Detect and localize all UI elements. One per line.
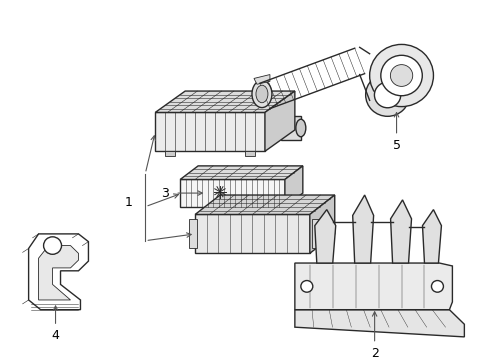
Polygon shape: [195, 195, 334, 215]
Circle shape: [374, 82, 400, 108]
Circle shape: [43, 237, 61, 254]
Text: 5: 5: [392, 139, 400, 152]
Polygon shape: [311, 219, 319, 248]
Circle shape: [430, 280, 443, 292]
Polygon shape: [155, 112, 264, 151]
Polygon shape: [422, 210, 441, 263]
Circle shape: [365, 73, 408, 116]
Text: 3: 3: [161, 186, 169, 199]
Polygon shape: [195, 215, 309, 253]
Polygon shape: [314, 210, 335, 263]
Circle shape: [369, 44, 432, 107]
Polygon shape: [253, 75, 269, 84]
Polygon shape: [180, 166, 302, 180]
Polygon shape: [309, 195, 334, 253]
Ellipse shape: [255, 85, 267, 103]
Polygon shape: [180, 180, 285, 207]
Polygon shape: [294, 310, 464, 337]
Polygon shape: [189, 219, 197, 248]
Circle shape: [300, 280, 312, 292]
Polygon shape: [39, 246, 78, 300]
Polygon shape: [29, 234, 88, 310]
Text: 4: 4: [52, 329, 60, 342]
Polygon shape: [165, 151, 175, 156]
Polygon shape: [352, 195, 373, 263]
Circle shape: [389, 65, 412, 86]
Polygon shape: [285, 166, 302, 207]
Ellipse shape: [251, 80, 271, 108]
Text: 2: 2: [370, 347, 378, 360]
Polygon shape: [390, 200, 411, 263]
Polygon shape: [155, 91, 294, 112]
Polygon shape: [294, 263, 451, 310]
Polygon shape: [264, 91, 294, 151]
Text: 1: 1: [124, 196, 132, 209]
Ellipse shape: [295, 119, 305, 137]
Circle shape: [380, 55, 422, 96]
Polygon shape: [280, 116, 300, 140]
Polygon shape: [244, 151, 254, 156]
